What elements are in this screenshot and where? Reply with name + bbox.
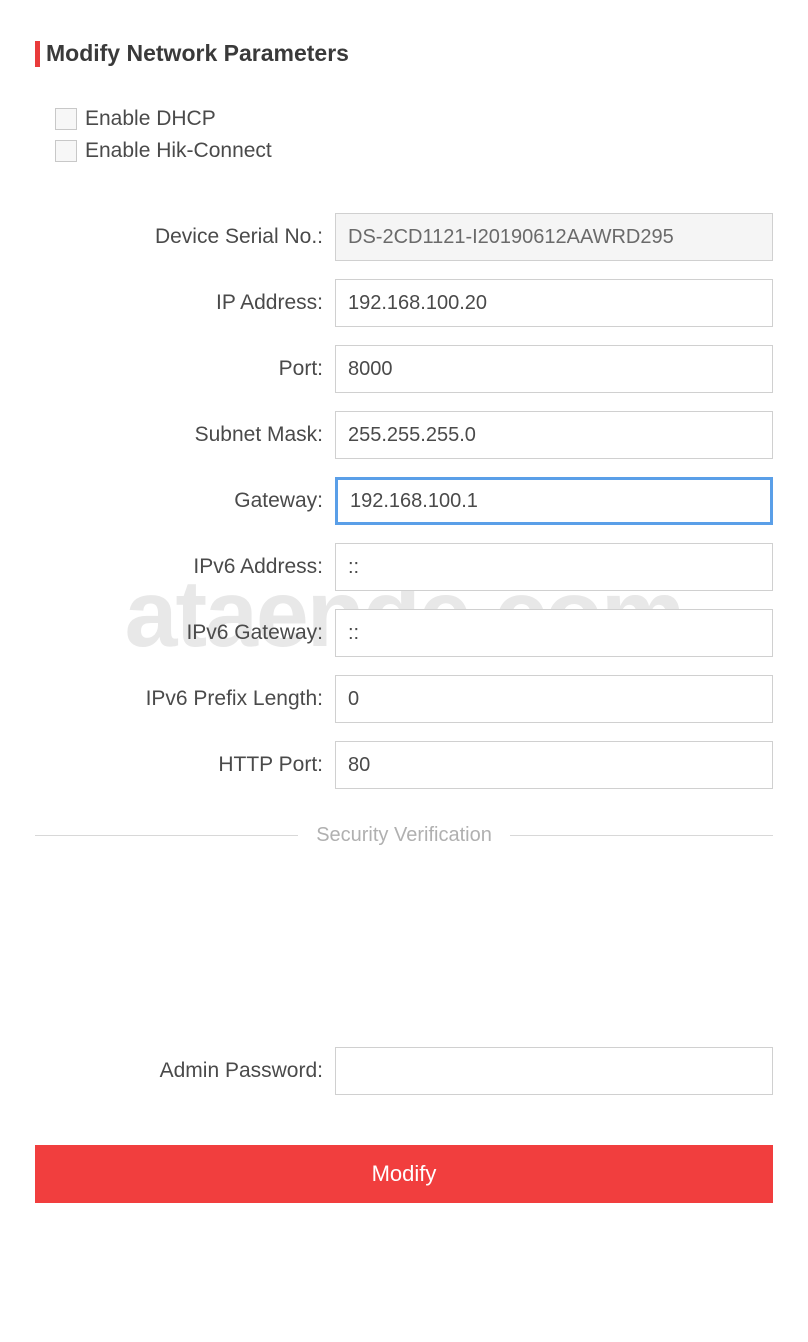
gateway-input[interactable] xyxy=(335,477,773,525)
gateway-row: Gateway: xyxy=(35,477,773,525)
http-port-row: HTTP Port: xyxy=(35,741,773,789)
ipv6-address-label: IPv6 Address: xyxy=(35,555,335,579)
subnet-mask-row: Subnet Mask: xyxy=(35,411,773,459)
modify-button[interactable]: Modify xyxy=(35,1145,773,1203)
ipv6-address-row: IPv6 Address: xyxy=(35,543,773,591)
ipv6-prefix-label: IPv6 Prefix Length: xyxy=(35,687,335,711)
enable-hik-connect-checkbox[interactable] xyxy=(55,140,77,162)
checkbox-group: Enable DHCP Enable Hik-Connect xyxy=(55,107,773,163)
port-label: Port: xyxy=(35,357,335,381)
http-port-label: HTTP Port: xyxy=(35,753,335,777)
enable-hik-connect-row: Enable Hik-Connect xyxy=(55,139,773,163)
port-input[interactable] xyxy=(335,345,773,393)
device-serial-label: Device Serial No.: xyxy=(35,225,335,249)
security-verification-divider: Security Verification xyxy=(35,824,773,847)
divider-line-left xyxy=(35,835,298,836)
port-row: Port: xyxy=(35,345,773,393)
ipv6-gateway-label: IPv6 Gateway: xyxy=(35,621,335,645)
divider-line-right xyxy=(510,835,773,836)
enable-dhcp-row: Enable DHCP xyxy=(55,107,773,131)
enable-dhcp-label: Enable DHCP xyxy=(85,107,216,131)
http-port-input[interactable] xyxy=(335,741,773,789)
ipv6-gateway-row: IPv6 Gateway: xyxy=(35,609,773,657)
ip-address-label: IP Address: xyxy=(35,291,335,315)
title-accent-bar xyxy=(35,41,40,67)
enable-dhcp-checkbox[interactable] xyxy=(55,108,77,130)
admin-password-input[interactable] xyxy=(335,1047,773,1095)
divider-text: Security Verification xyxy=(298,824,510,847)
enable-hik-connect-label: Enable Hik-Connect xyxy=(85,139,272,163)
ipv6-prefix-row: IPv6 Prefix Length: xyxy=(35,675,773,723)
subnet-mask-label: Subnet Mask: xyxy=(35,423,335,447)
panel-header: Modify Network Parameters xyxy=(35,40,773,67)
ipv6-gateway-input[interactable] xyxy=(335,609,773,657)
network-form: Device Serial No.: IP Address: Port: Sub… xyxy=(35,213,773,789)
subnet-mask-input[interactable] xyxy=(335,411,773,459)
ip-address-row: IP Address: xyxy=(35,279,773,327)
device-serial-row: Device Serial No.: xyxy=(35,213,773,261)
gateway-label: Gateway: xyxy=(35,489,335,513)
ipv6-prefix-input[interactable] xyxy=(335,675,773,723)
ipv6-address-input[interactable] xyxy=(335,543,773,591)
ip-address-input[interactable] xyxy=(335,279,773,327)
admin-password-label: Admin Password: xyxy=(35,1059,335,1083)
panel-title: Modify Network Parameters xyxy=(46,40,349,67)
admin-password-row: Admin Password: xyxy=(35,1047,773,1095)
device-serial-input xyxy=(335,213,773,261)
